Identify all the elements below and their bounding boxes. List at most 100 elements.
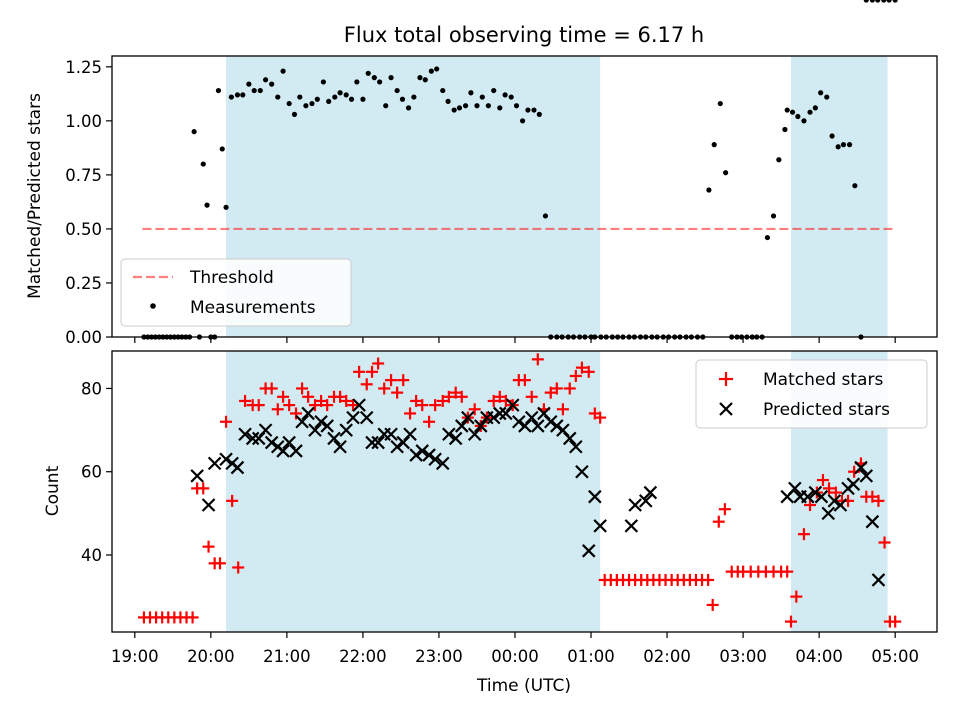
x-tick-label: 03:00 xyxy=(719,647,767,666)
measurement-point xyxy=(215,87,222,94)
measurement-point xyxy=(502,92,508,98)
measurement-point xyxy=(795,113,801,120)
measurement-point xyxy=(394,87,400,94)
measurement-point xyxy=(383,103,389,109)
measurement-point xyxy=(824,94,830,100)
measurement-point xyxy=(320,79,326,85)
threshold-legend-label: Threshold xyxy=(189,268,274,288)
predicted-point xyxy=(190,469,204,483)
matched-point xyxy=(575,361,588,374)
ratio-legend: Threshold Measurements xyxy=(120,258,352,327)
predicted-point xyxy=(827,494,842,508)
predicted-point xyxy=(365,435,379,450)
predicted-point xyxy=(624,519,639,533)
x-tick-label: 05:00 xyxy=(871,647,919,666)
predicted-point xyxy=(276,444,290,458)
measurement-point xyxy=(846,142,853,148)
y-tick-label: 0.00 xyxy=(65,328,102,347)
matched-point xyxy=(544,386,557,399)
observing-window-2 xyxy=(791,56,888,337)
matched-point xyxy=(878,536,891,549)
predicted-point xyxy=(435,456,450,471)
count-panel: 40 60 80 19:00 20:00 21:00 22:00 23:00 00:00 01:… xyxy=(43,350,938,696)
predicted-point xyxy=(505,398,520,412)
measurement-point xyxy=(246,81,252,87)
measurement-point xyxy=(784,107,790,113)
matched-point xyxy=(423,415,436,428)
measurement-point xyxy=(456,105,463,111)
predicted-point xyxy=(788,481,802,496)
y-tick-label: 0.75 xyxy=(65,166,102,185)
matched-point xyxy=(271,403,284,416)
measurement-point xyxy=(818,90,824,96)
x-tick-label: 04:00 xyxy=(795,647,843,666)
x-tick-label: 19:00 xyxy=(111,647,159,666)
matched-point xyxy=(302,390,315,403)
predicted-point xyxy=(454,419,469,433)
measurement-point xyxy=(840,142,847,148)
chart-title: Flux total observing time = 6.17 h xyxy=(344,23,704,47)
matched-point xyxy=(315,394,328,407)
predicted-legend-label: Predicted stars xyxy=(763,400,890,420)
measurement-point xyxy=(251,87,257,94)
matched-point xyxy=(569,369,582,382)
measurement-point xyxy=(875,0,881,3)
matched-point xyxy=(712,515,725,528)
measurement-point xyxy=(508,94,514,100)
measurement-point xyxy=(479,94,485,100)
predicted-point xyxy=(301,406,315,421)
predicted-point xyxy=(628,498,642,512)
matched-point xyxy=(378,382,391,395)
measurement-point xyxy=(417,75,423,81)
predicted-point xyxy=(448,431,463,446)
measurement-point xyxy=(309,100,315,107)
matched-point xyxy=(334,390,347,403)
matched-point xyxy=(309,399,322,412)
x-tick-label: 23:00 xyxy=(415,647,463,666)
measurement-point xyxy=(280,68,286,74)
matched-point xyxy=(397,374,410,387)
measurement-point xyxy=(468,90,474,96)
predicted-point xyxy=(327,431,341,446)
matched-point xyxy=(202,540,215,553)
matched-point xyxy=(706,598,719,611)
measurement-point xyxy=(219,146,225,152)
measurement-point xyxy=(711,142,717,148)
count-ylabel: Count xyxy=(43,465,63,516)
matched-point xyxy=(366,365,379,378)
measurement-point xyxy=(337,90,343,96)
measurement-point xyxy=(388,75,394,81)
measurement-point xyxy=(269,81,275,87)
measurement-point xyxy=(191,129,197,135)
measurement-point xyxy=(892,0,898,3)
measurement-point xyxy=(422,77,428,83)
matched-point xyxy=(353,365,366,378)
matched-point xyxy=(442,390,455,403)
y-tick-label: 1.00 xyxy=(65,112,102,131)
measurement-point xyxy=(297,94,303,100)
matched-point xyxy=(829,486,842,499)
predicted-point xyxy=(854,460,868,475)
measurement-point xyxy=(723,170,729,176)
matched-point xyxy=(296,382,309,395)
y-tick-label: 0.25 xyxy=(65,274,102,293)
matched-point xyxy=(823,482,836,495)
matched-point xyxy=(290,407,303,420)
predicted-point xyxy=(219,452,233,467)
matched-point xyxy=(468,403,481,416)
ratio-ylabel: Matched/Predicted stars xyxy=(25,93,45,299)
y-tick-label: 1.25 xyxy=(65,58,102,77)
measurement-point xyxy=(835,144,841,150)
matched-point xyxy=(340,394,353,407)
measurement-point xyxy=(782,126,788,133)
matched-point xyxy=(455,390,468,403)
predicted-point xyxy=(865,514,880,529)
measurement-point xyxy=(228,94,234,100)
measurement-point xyxy=(764,234,771,241)
matched-point xyxy=(816,474,829,487)
matched-point xyxy=(283,399,296,412)
predicted-point xyxy=(581,544,596,558)
measurement-point xyxy=(405,105,412,111)
predicted-point xyxy=(859,469,874,483)
